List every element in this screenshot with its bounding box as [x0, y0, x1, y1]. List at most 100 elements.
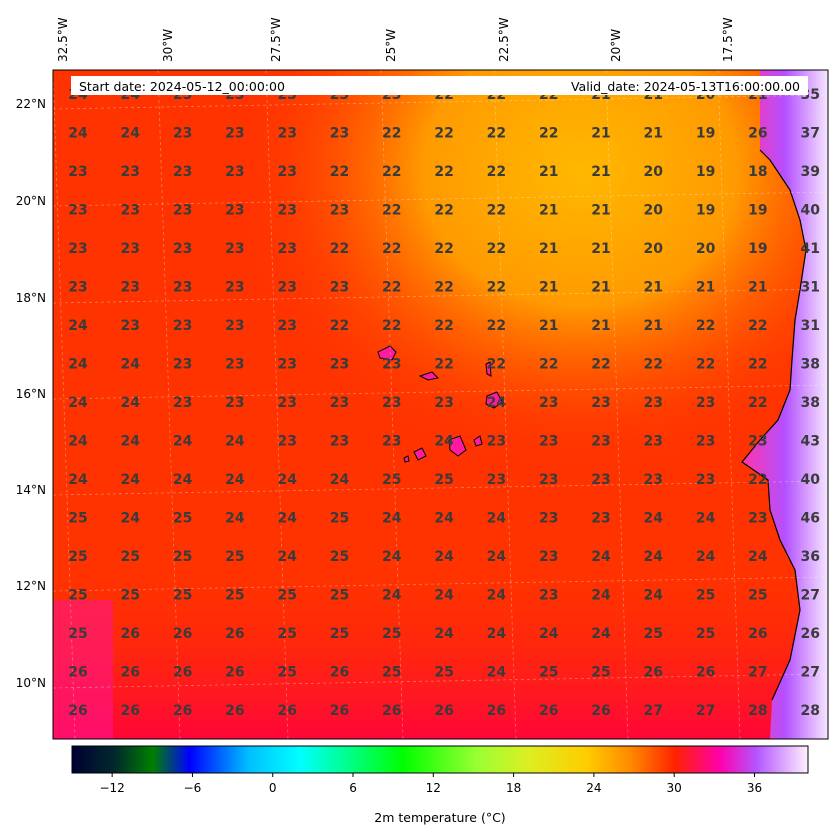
grid-value: 23: [173, 203, 192, 219]
grid-value: 23: [487, 434, 506, 450]
grid-value: 24: [487, 395, 507, 411]
grid-value: 25: [748, 588, 767, 604]
grid-value: 23: [539, 549, 558, 565]
grid-value: 23: [121, 203, 140, 219]
grid-value: 21: [539, 241, 558, 257]
grid-value: 24: [277, 549, 297, 565]
latitude-label: 12°N: [16, 579, 46, 593]
value-grid: 2424232323232322222221212021352424232323…: [68, 87, 820, 719]
grid-value: 23: [277, 164, 296, 180]
latitude-label: 16°N: [16, 387, 46, 401]
grid-value: 22: [487, 203, 506, 219]
grid-value: 22: [487, 280, 506, 296]
grid-value: 23: [330, 434, 349, 450]
grid-value: 26: [748, 626, 767, 642]
grid-value: 26: [330, 665, 349, 681]
grid-value: 24: [434, 626, 454, 642]
grid-value: 24: [434, 588, 454, 604]
colorbar-tick-label: 6: [349, 781, 357, 795]
valid-date-label: Valid_date: 2024-05-13T16:00:00.00: [571, 79, 800, 94]
grid-value: 23: [173, 164, 192, 180]
grid-value: 23: [330, 357, 349, 373]
island-sal: [485, 361, 492, 377]
grid-value: 22: [382, 280, 401, 296]
grid-value: 24: [121, 357, 141, 373]
grid-value: 26: [173, 626, 192, 642]
island-santiago: [448, 435, 467, 457]
longitude-label: 27.5°W: [269, 17, 283, 62]
grid-value: 22: [382, 241, 401, 257]
grid-value: 46: [800, 511, 819, 527]
grid-value: 24: [434, 511, 454, 527]
grid-value: 23: [225, 126, 244, 142]
grid-value: 21: [591, 203, 610, 219]
grid-value: 24: [434, 434, 454, 450]
grid-value: 21: [591, 280, 610, 296]
grid-value: 25: [434, 472, 453, 488]
grid-value: 19: [696, 164, 715, 180]
grid-value: 21: [591, 318, 610, 334]
longitude-label: 25°W: [384, 29, 398, 62]
grid-value: 26: [277, 703, 296, 719]
grid-value: 24: [277, 472, 297, 488]
grid-value: 21: [539, 280, 558, 296]
grid-value: 21: [539, 318, 558, 334]
grid-value: 25: [696, 588, 715, 604]
grid-value: 23: [696, 434, 715, 450]
grid-value: 25: [121, 588, 140, 604]
grid-value: 25: [330, 588, 349, 604]
grid-value: 24: [330, 472, 350, 488]
grid-value: 25: [539, 665, 558, 681]
grid-value: 24: [68, 126, 88, 142]
grid-value: 25: [330, 549, 349, 565]
grid-value: 37: [800, 126, 819, 142]
grid-value: 24: [68, 318, 88, 334]
grid-value: 24: [434, 549, 454, 565]
grid-value: 22: [330, 164, 349, 180]
grid-value: 43: [800, 434, 819, 450]
grid-value: 22: [696, 357, 715, 373]
grid-value: 23: [748, 511, 767, 527]
grid-value: 23: [644, 434, 663, 450]
start-date-label: Start date: 2024-05-12_00:00:00: [79, 79, 285, 94]
grid-value: 23: [225, 357, 244, 373]
grid-value: 39: [800, 164, 819, 180]
latitude-labels: 22°N 20°N 18°N 16°N 14°N 12°N 10°N: [16, 97, 46, 690]
grid-value: 27: [800, 665, 819, 681]
grid-value: 23: [330, 203, 349, 219]
african-landmass: [742, 70, 828, 739]
grid-value: 26: [225, 703, 244, 719]
grid-value: 25: [382, 626, 401, 642]
grid-value: 24: [121, 126, 141, 142]
grid-value: 23: [121, 164, 140, 180]
grid-value: 24: [225, 511, 245, 527]
grid-value: 21: [644, 126, 663, 142]
grid-value: 21: [696, 280, 715, 296]
grid-value: 24: [121, 472, 141, 488]
grid-value: 23: [68, 280, 87, 296]
grid-value: 23: [277, 126, 296, 142]
grid-value: 22: [487, 164, 506, 180]
grid-value: 21: [644, 318, 663, 334]
grid-value: 22: [644, 357, 663, 373]
grid-value: 24: [487, 511, 507, 527]
grid-value: 23: [121, 280, 140, 296]
grid-value: 23: [644, 395, 663, 411]
grid-value: 23: [277, 203, 296, 219]
grid-value: 23: [173, 280, 192, 296]
grid-value: 23: [68, 203, 87, 219]
grid-value: 23: [591, 472, 610, 488]
grid-value: 38: [800, 357, 819, 373]
grid-value: 23: [591, 511, 610, 527]
grid-value: 22: [434, 318, 453, 334]
grid-value: 26: [487, 703, 506, 719]
grid-value: 24: [591, 549, 611, 565]
grid-value: 25: [68, 588, 87, 604]
grid-value: 26: [539, 703, 558, 719]
grid-value: 23: [434, 395, 453, 411]
map-frame: [52, 69, 829, 740]
grid-value: 24: [277, 511, 297, 527]
grid-value: 26: [121, 703, 140, 719]
grid-value: 24: [225, 434, 245, 450]
grid-value: 23: [539, 511, 558, 527]
